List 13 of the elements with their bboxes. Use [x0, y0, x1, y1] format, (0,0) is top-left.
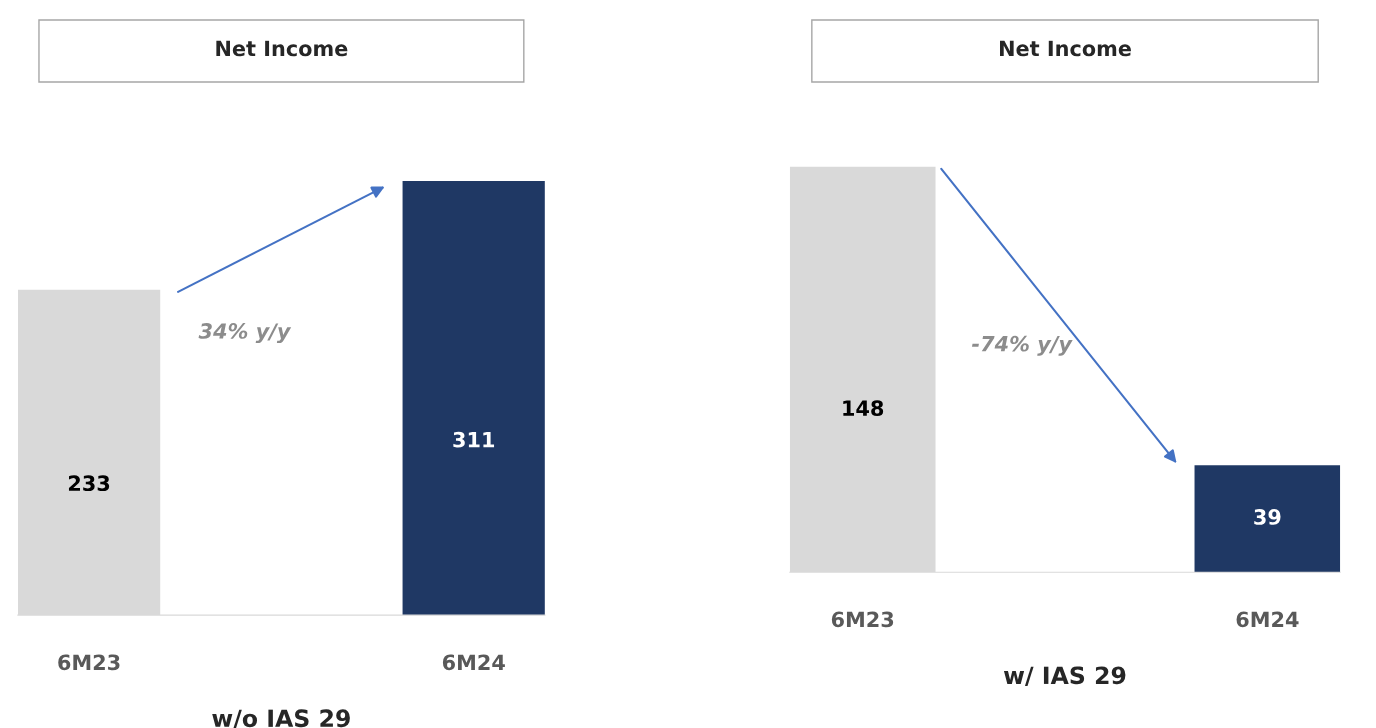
annotation: 34% y/y — [198, 323, 292, 344]
data-label: 311 — [453, 431, 495, 448]
x-tick-label: 6M24 — [1236, 611, 1299, 628]
x-tick-label: 6M23 — [58, 654, 120, 671]
chart-title: Net Income — [1000, 40, 1131, 57]
data-label: 148 — [843, 400, 884, 417]
x-axis-title: w/ IAS 29 — [1003, 666, 1126, 687]
data-label: 233 — [68, 475, 110, 492]
x-tick-label: 6M24 — [442, 654, 505, 671]
data-label: 39 — [1254, 509, 1281, 525]
chart-title: Net Income — [216, 40, 348, 57]
annotation: -74% y/y — [971, 335, 1073, 356]
x-tick-label: 6M23 — [831, 611, 894, 628]
